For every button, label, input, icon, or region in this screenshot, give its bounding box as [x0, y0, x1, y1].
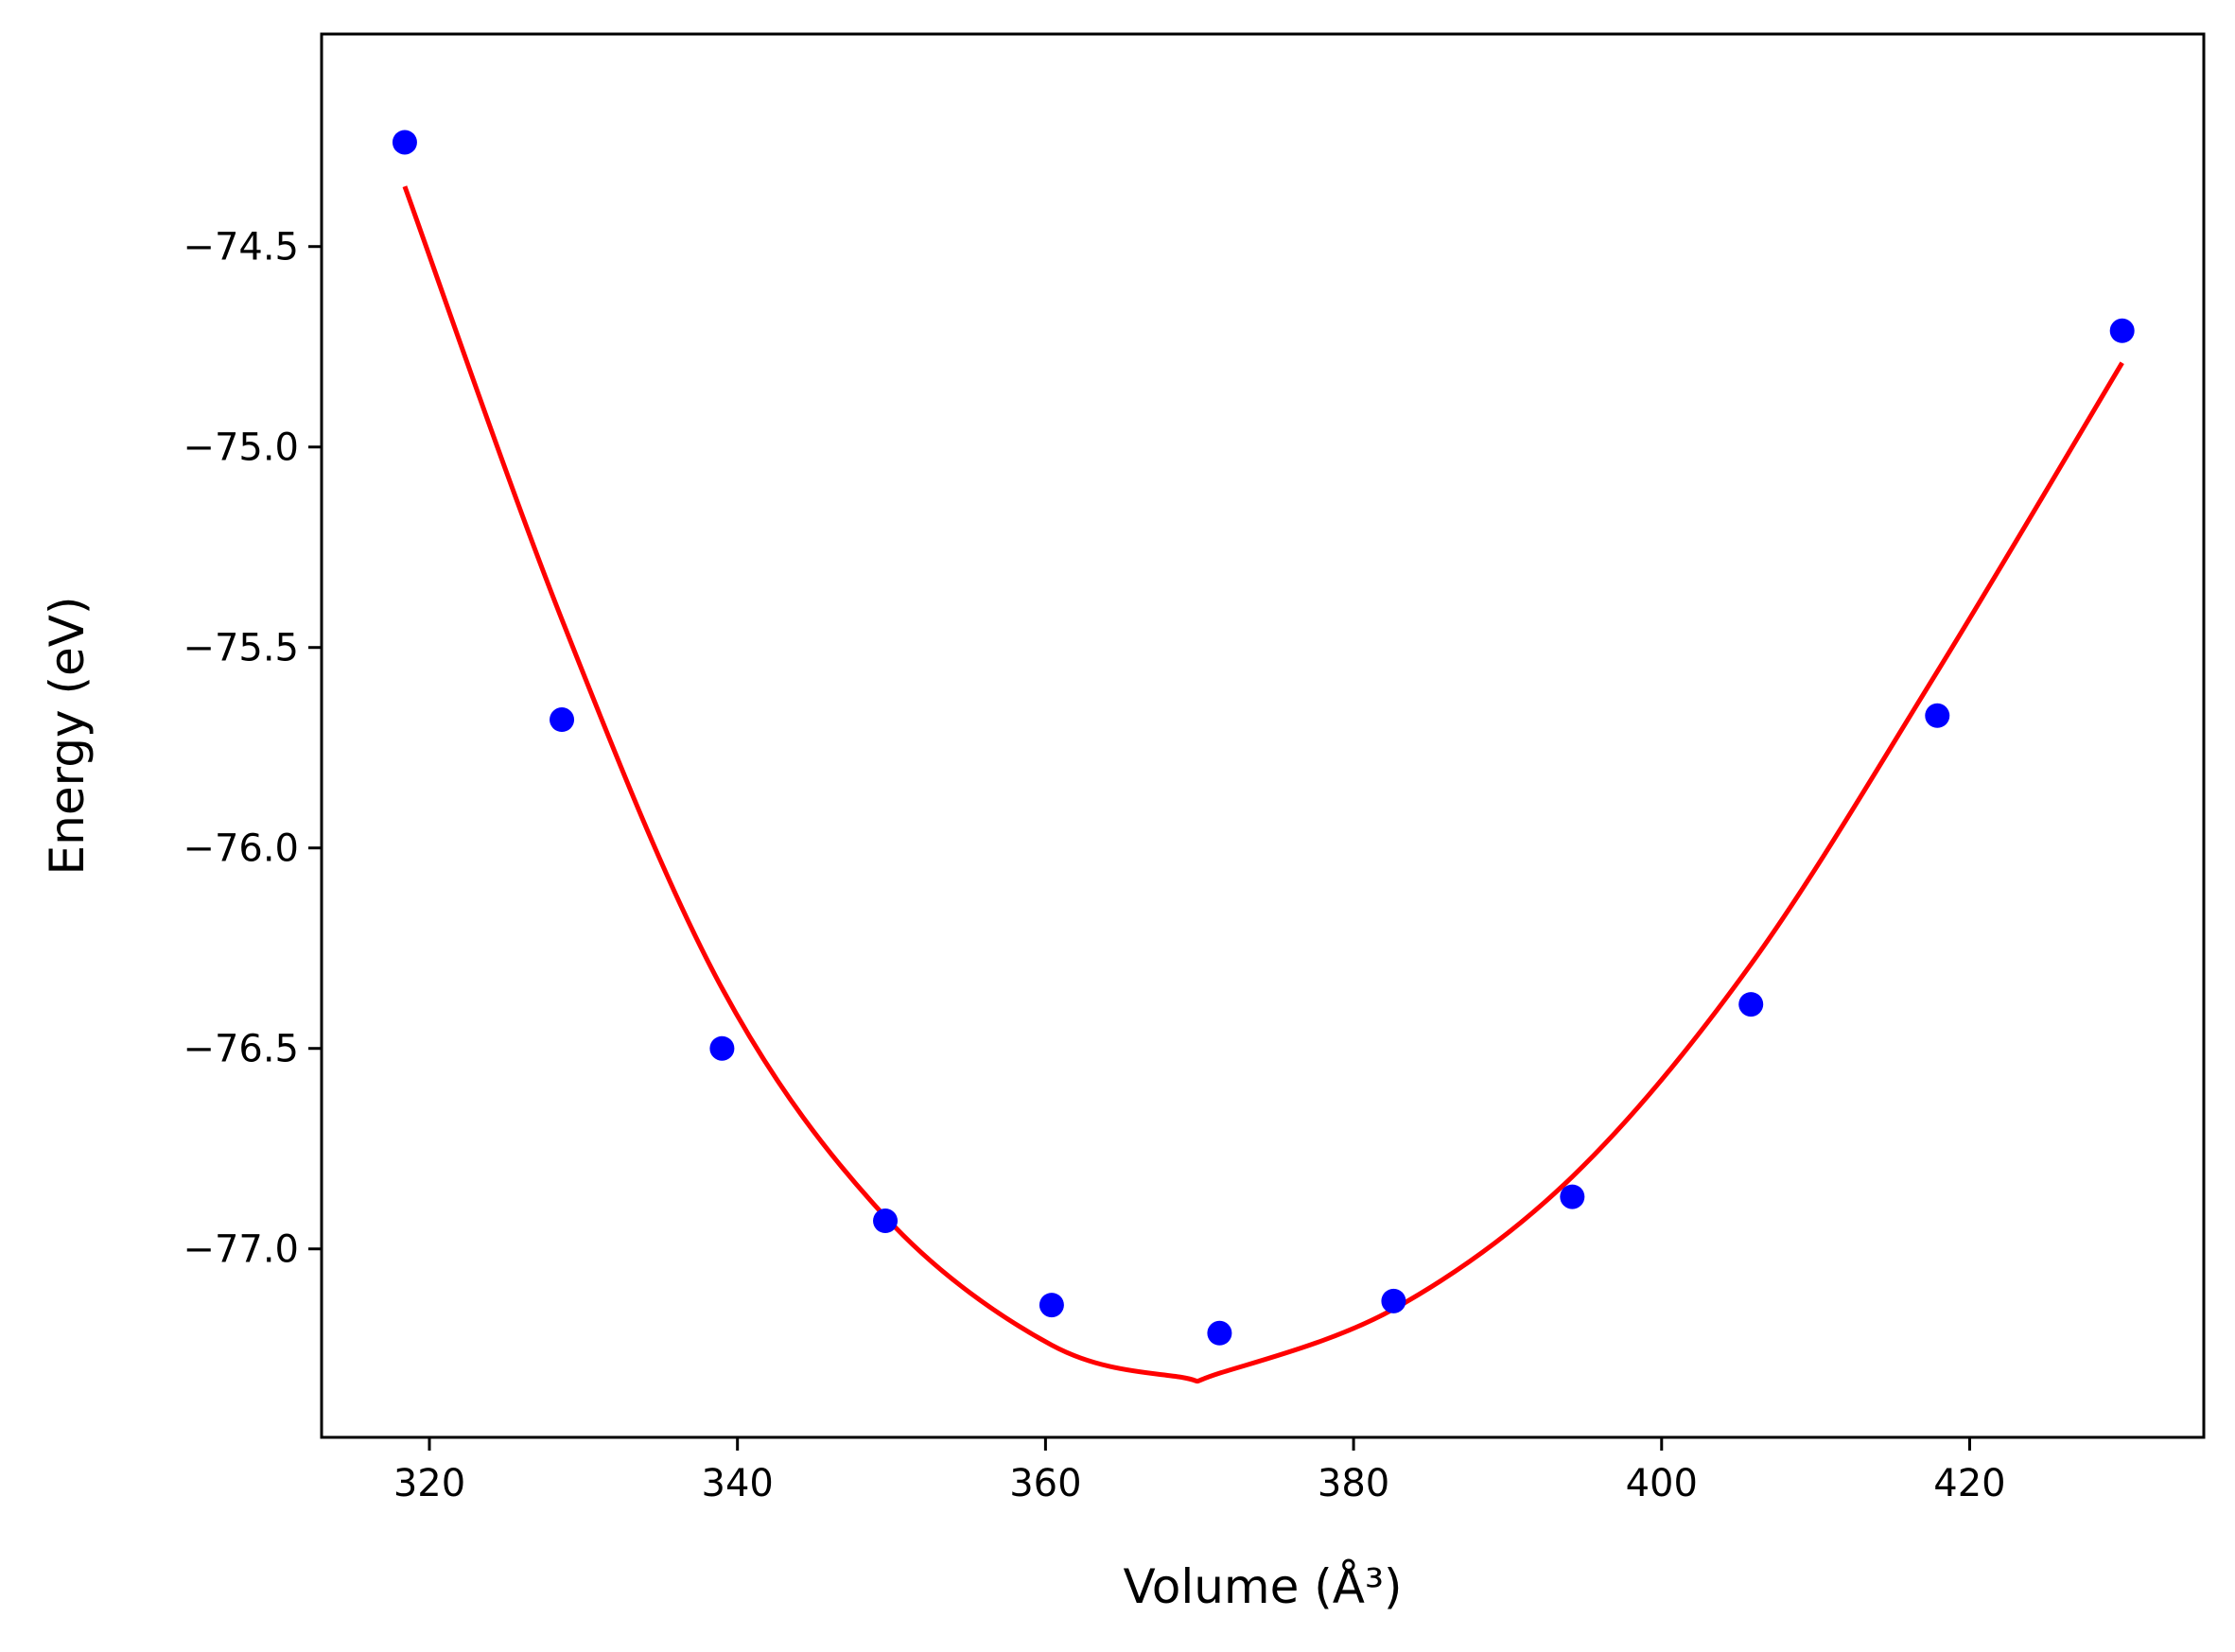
y-axis-title: Energy (eV)	[40, 597, 95, 876]
plot-area	[392, 130, 2135, 1384]
data-point	[550, 707, 575, 733]
x-tick-label: 340	[702, 1462, 774, 1505]
x-tick-label: 320	[393, 1462, 465, 1505]
data-point	[1560, 1184, 1585, 1209]
y-axis: −74.5 −75.0 −75.5 −76.0 −76.5 −77.0	[183, 226, 322, 1272]
x-axis-title: Volume (Å³)	[1123, 1559, 1402, 1614]
plot-frame	[320, 32, 2206, 1439]
x-axis: 320 340 360 380 400 420	[393, 1437, 2006, 1505]
y-tick-label: −76.0	[183, 827, 299, 871]
data-point	[1738, 992, 1764, 1017]
x-axis-title-text: Volume (Å³)	[1123, 1559, 1402, 1614]
y-tick-label: −76.5	[183, 1028, 299, 1071]
data-point	[709, 1035, 735, 1061]
data-point	[1381, 1288, 1406, 1313]
data-point	[873, 1209, 899, 1234]
y-tick-label: −74.5	[183, 226, 299, 270]
x-tick-label: 360	[1009, 1462, 1081, 1505]
data-point	[1039, 1293, 1064, 1318]
y-tick-label: −75.5	[183, 627, 299, 670]
y-tick-label: −77.0	[183, 1228, 299, 1272]
x-tick-label: 400	[1626, 1462, 1698, 1505]
data-point	[1207, 1320, 1232, 1346]
fit-curve	[402, 185, 2124, 1384]
y-tick-label: −75.0	[183, 426, 299, 470]
y-axis-title-text: Energy (eV)	[40, 597, 95, 876]
data-point	[392, 130, 417, 155]
x-tick-label: 420	[1933, 1462, 2005, 1505]
data-point	[2109, 318, 2135, 343]
x-tick-label: 380	[1318, 1462, 1389, 1505]
data-point	[1925, 703, 1950, 728]
